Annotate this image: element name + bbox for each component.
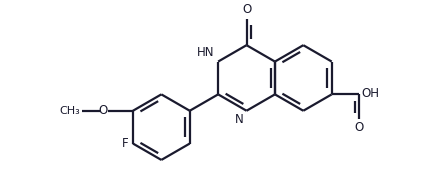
Text: CH₃: CH₃: [59, 106, 80, 116]
Text: N: N: [234, 113, 243, 126]
Text: O: O: [353, 121, 362, 134]
Text: O: O: [241, 3, 250, 16]
Text: OH: OH: [360, 87, 378, 100]
Text: F: F: [122, 137, 128, 150]
Text: HN: HN: [196, 46, 214, 58]
Text: O: O: [98, 104, 107, 117]
